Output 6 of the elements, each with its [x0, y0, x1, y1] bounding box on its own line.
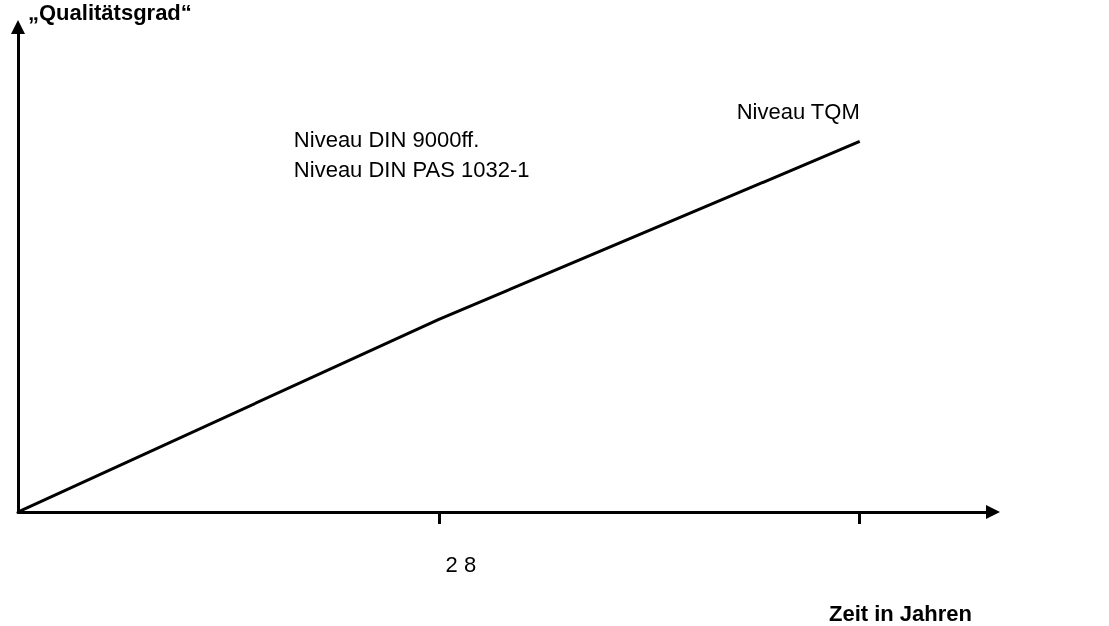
annotation: Niveau DIN 9000ff.: [293, 126, 480, 152]
text: Niveau TQM: [736, 98, 860, 124]
text: 2 8: [445, 551, 477, 577]
x-axis-title: Zeit in Jahren: [828, 600, 972, 626]
annotation: Niveau DIN PAS 1032-1: [293, 156, 530, 182]
text: „Qualitätsgrad“: [28, 0, 192, 25]
